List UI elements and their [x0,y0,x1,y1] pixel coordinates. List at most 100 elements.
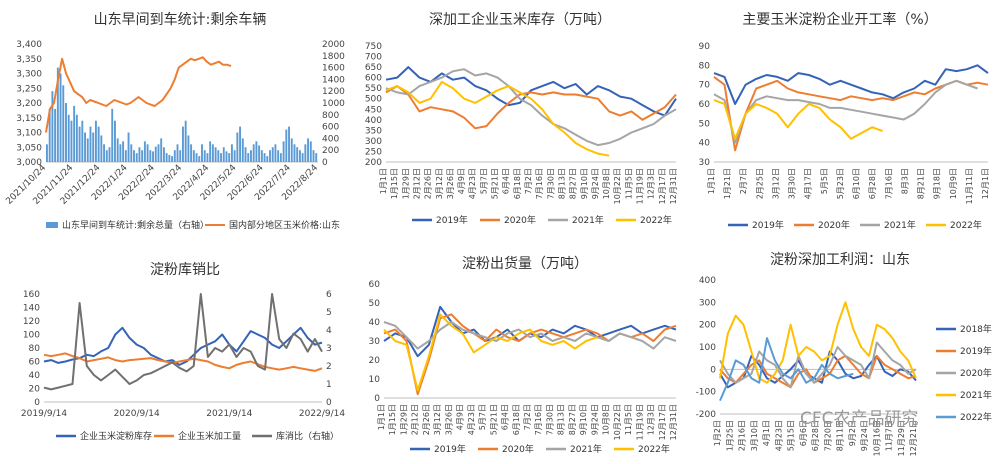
c5-y-tick-label: 30 [369,337,381,347]
c3-y-tick-label: 80 [699,61,711,71]
c1-bar [244,147,247,162]
c3-y-tick-label: 60 [699,100,711,110]
c3-x-tick-label: 8月21日 [917,168,926,199]
c1-bar [222,147,225,162]
c1-bar [100,135,103,162]
c3-legend-label: 2022年 [950,219,982,231]
c2-x-tick-label: 12月31日 [669,168,678,204]
chart-1: 山东早间到车统计:剩余车辆 3,000 3,050 3,100 3,150 3,200 3… [4,11,345,231]
c6-x-tick-label: 11月7日 [885,420,894,451]
c4-y-right-tick-label: 6 [326,290,332,300]
c4-y-right-tick-label: 1 [326,380,332,390]
c1-bar [258,145,261,162]
chart-4-title: 淀粉库销比 [150,262,220,278]
c1-bar [247,153,250,162]
c1-bar [184,120,187,162]
c1-legend-label: 山东早间到车统计:剩余总量（右轴） [62,219,209,231]
c6-x-tick-label: 9月2日 [848,420,857,446]
chart-6: 淀粉深加工利润：山东 -200 -100 0 100 200 300 400 1月2日 1月25… [696,252,992,456]
c5-x-tick-label: 4月23日 [467,404,476,435]
c4-legend-label: 企业玉米淀粉库存 [80,430,152,442]
c1-bar [198,156,201,162]
c3-y-tick-label: 70 [699,81,711,91]
c3-legend-label: 2019年 [752,219,784,231]
c6-y-tick-label: 400 [699,276,716,286]
c3-x-tick-label: 10月9日 [949,168,958,199]
c3-x-tick-label: 11月11日 [965,168,974,204]
c2-x-tick-label: 11月5日 [624,168,633,199]
c1-bar [160,138,163,162]
c1-bar [154,146,157,162]
c5-x-tick-label: 11月19日 [635,404,644,440]
c6-y-tick-label: 300 [699,298,716,308]
c1-bar [307,138,310,162]
c2-x-tick-label: 5月7日 [479,168,488,194]
c1-bar [108,147,111,162]
c1-bar [260,150,263,162]
c2-x-tick-label: 2月12日 [412,168,421,199]
c5-x-tick-label: 9月10日 [579,404,588,435]
c3-x-tick-label: 7月16日 [884,168,893,199]
c4-y-left-tick-label: 20 [29,385,41,395]
c6-x-tick-label: 12月21日 [909,420,918,456]
c4-y-right-tick-label: 4 [326,326,332,336]
c1-bar [143,141,146,162]
c1-y-left-tick-label: 3,350 [16,55,42,65]
c5-x-tick-label: 5月21日 [489,404,498,435]
c1-bar [206,153,209,162]
c1-bar [239,126,242,162]
c4-y-left-tick-label: 100 [23,331,40,341]
c5-y-tick-label: 20 [369,356,381,366]
c3-x-tick-label: 6月10日 [852,168,861,199]
c1-y-left-tick-label: 3,000 [16,158,42,168]
c1-y-right-tick-label: 1600 [322,64,345,74]
c6-legend-label: 2019年 [960,345,992,357]
c1-bar [62,85,65,162]
c6-series-2021年 [719,301,917,384]
c2-x-tick-label: 6月18日 [513,168,522,199]
c5-x-tick-label: 7月2日 [523,404,532,430]
c1-bar [65,103,67,162]
c6-x-tick-label: 8月11日 [836,420,845,451]
c3-x-tick-label: 8月3日 [900,168,909,194]
chart-1-title: 山东早间到车统计:剩余车辆 [94,11,267,28]
c2-y-tick-label: 300 [365,137,382,147]
c5-legend-label: 2019年 [434,443,466,455]
c1-bar [152,151,154,162]
c5-x-tick-label: 3月12日 [433,404,442,435]
watermark-text: CFC农产品研究 [800,409,919,429]
c1-bar [309,141,312,162]
c1-bar [298,150,301,162]
c1-bar [296,147,299,162]
c1-bar [187,135,190,162]
c1-bar [78,126,81,162]
c6-x-tick-label: 1月25日 [725,420,734,451]
c2-y-tick-label: 600 [365,74,382,84]
c5-y-tick-label: 60 [369,280,381,290]
c5-x-tick-label: 8月13日 [557,404,566,435]
c1-bar [168,154,171,162]
c1-legend-swatch [46,222,58,228]
c5-x-tick-label: 1月1日 [377,404,386,430]
c3-series-2020年 [713,76,989,152]
c1-bar [225,151,228,162]
c5-series-2019年 [383,305,677,358]
c1-bar [171,156,174,162]
c1-bar [138,147,141,162]
c1-bar [94,120,97,162]
chart-6-title: 淀粉深加工利润：山东 [770,252,910,268]
c5-x-tick-label: 4月9日 [456,404,465,430]
c5-x-tick-label: 1月29日 [399,404,408,435]
c2-y-tick-label: 350 [365,126,382,136]
c1-y-right-tick-label: 1800 [322,52,345,62]
c2-x-tick-label: 1月1日 [379,168,388,194]
c5-x-tick-label: 10月22日 [613,404,622,440]
c6-x-tick-label: 5月15日 [787,420,796,451]
c2-y-tick-label: 650 [365,63,382,73]
c1-y-right-tick-label: 1200 [322,87,345,97]
chart-3: 主要玉米淀粉企业开工率（%） 30 40 50 60 70 80 90 1月1日 1月21日 2月… [699,11,990,231]
c1-bar [269,150,271,162]
c1-bar [255,141,258,162]
c1-bar [103,144,106,162]
